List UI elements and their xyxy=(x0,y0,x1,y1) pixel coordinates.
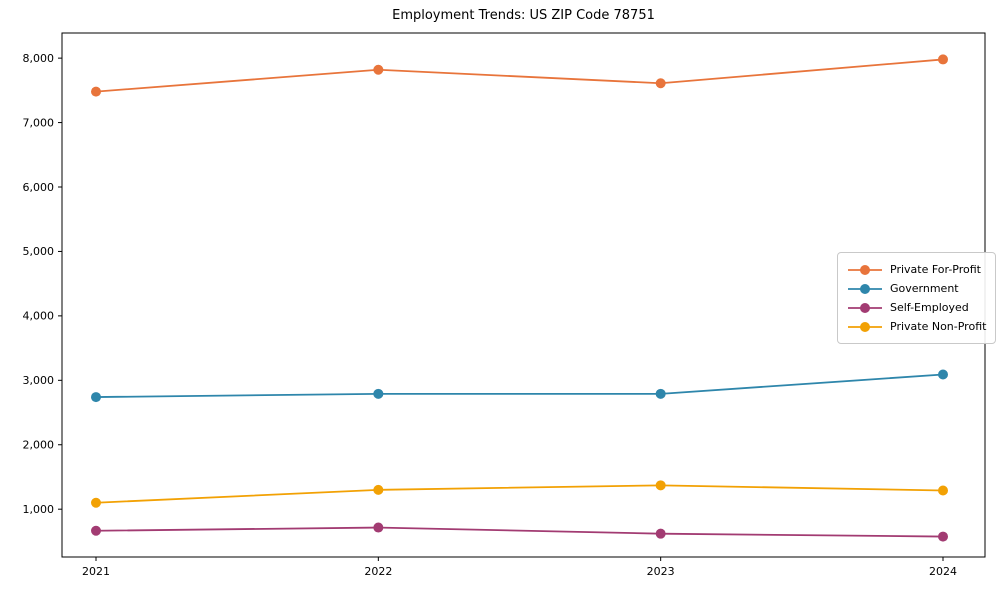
x-tick-label: 2024 xyxy=(929,565,957,578)
legend-label: Private Non-Profit xyxy=(890,320,987,333)
data-point xyxy=(938,485,948,496)
series-line-2 xyxy=(95,526,944,538)
y-tick-label: 7,000 xyxy=(23,116,55,129)
legend-label: Government xyxy=(890,282,959,295)
legend-line-marker-icon xyxy=(848,264,882,275)
data-point xyxy=(938,531,948,542)
legend-item: Government xyxy=(847,279,986,298)
data-point xyxy=(655,480,666,491)
data-point xyxy=(373,484,384,495)
legend-line-marker-icon xyxy=(848,302,882,313)
data-point xyxy=(655,78,666,89)
data-point xyxy=(655,528,666,539)
data-point xyxy=(938,369,948,380)
data-point xyxy=(91,392,101,403)
data-point xyxy=(373,522,384,533)
legend-label: Private For-Profit xyxy=(890,263,981,276)
chart-title: Employment Trends: US ZIP Code 78751 xyxy=(392,8,655,23)
data-point xyxy=(91,497,101,508)
data-point xyxy=(938,54,948,65)
data-point xyxy=(373,64,384,75)
x-tick-label: 2021 xyxy=(82,565,110,578)
y-tick-label: 8,000 xyxy=(23,52,55,65)
legend-label: Self-Employed xyxy=(890,301,969,314)
legend-item: Self-Employed xyxy=(847,298,986,317)
y-tick-label: 1,000 xyxy=(23,503,55,516)
series-line-1 xyxy=(95,373,944,398)
legend-item: Private Non-Profit xyxy=(847,317,986,336)
legend-line-marker-icon xyxy=(848,321,882,332)
x-tick-label: 2022 xyxy=(364,565,392,578)
series-line-0 xyxy=(95,58,944,93)
data-point xyxy=(655,388,666,399)
data-point xyxy=(91,525,101,536)
x-tick-label: 2023 xyxy=(647,565,675,578)
y-tick-label: 2,000 xyxy=(23,439,55,452)
legend-item: Private For-Profit xyxy=(847,260,986,279)
y-tick-label: 3,000 xyxy=(23,374,55,387)
legend: Private For-Profit Government Self-Employe… xyxy=(837,252,997,344)
y-tick-label: 5,000 xyxy=(23,245,55,258)
data-point xyxy=(373,388,384,399)
series-line-3 xyxy=(95,484,944,504)
y-tick-label: 6,000 xyxy=(23,181,55,194)
legend-line-marker-icon xyxy=(848,283,882,294)
data-point xyxy=(91,86,101,97)
y-tick-label: 4,000 xyxy=(23,310,55,323)
